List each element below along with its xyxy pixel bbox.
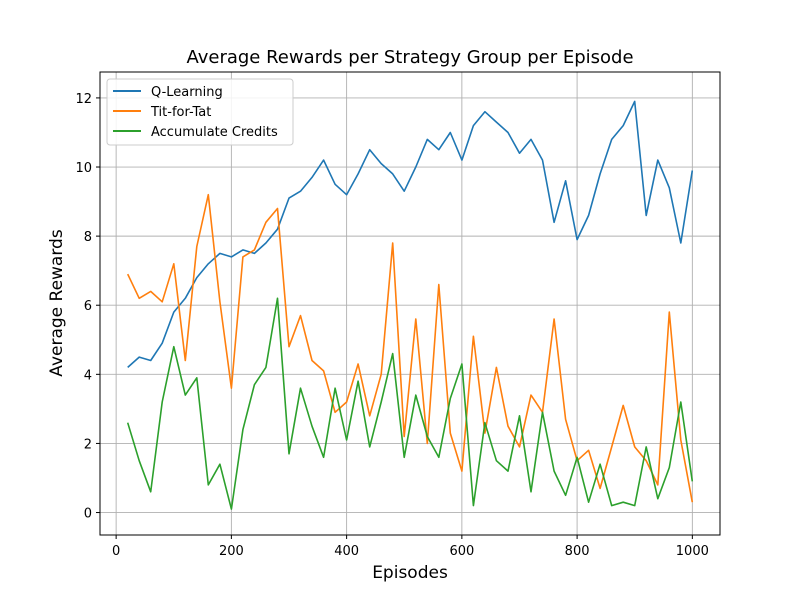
chart-title: Average Rewards per Strategy Group per E… bbox=[186, 47, 633, 68]
legend-box bbox=[106, 78, 294, 146]
y-axis-title: Average Rewards bbox=[47, 229, 67, 377]
x-tick-label: 1000 bbox=[676, 544, 709, 559]
x-tick-label: 400 bbox=[334, 544, 359, 559]
x-tick-label: 600 bbox=[449, 544, 474, 559]
plot-frame bbox=[99, 71, 721, 536]
legend-label: Q-Learning bbox=[151, 85, 223, 100]
legend-label: Accumulate Credits bbox=[151, 125, 278, 140]
grid bbox=[100, 72, 720, 535]
y-tick-label: 10 bbox=[75, 161, 92, 176]
y-tick-label: 2 bbox=[84, 437, 92, 452]
legend-label: Tit-for-Tat bbox=[150, 105, 211, 120]
series-line-accumulate-credits bbox=[126, 297, 694, 510]
x-tick-label: 200 bbox=[219, 544, 244, 559]
x-tick-label: 800 bbox=[565, 544, 590, 559]
y-tick-label: 6 bbox=[84, 299, 92, 314]
x-tick-label: 0 bbox=[112, 544, 120, 559]
y-tick-label: 8 bbox=[84, 230, 92, 245]
y-tick-label: 0 bbox=[84, 507, 92, 522]
series-line-q-learning bbox=[127, 100, 694, 368]
axis-ticks: 0 200 400 600 800 1000 0 2 4 6 8 10 12 bbox=[75, 92, 708, 559]
y-tick-label: 12 bbox=[75, 92, 92, 107]
series-line-tit-for-tat bbox=[126, 193, 694, 503]
legend: Q-Learning Tit-for-Tat Accumulate Credits bbox=[106, 78, 294, 146]
series-lines bbox=[126, 100, 694, 510]
x-axis-title: Episodes bbox=[372, 563, 448, 583]
y-tick-label: 4 bbox=[84, 368, 92, 383]
